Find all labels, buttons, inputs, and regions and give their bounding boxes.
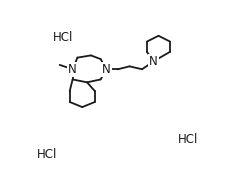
Text: HCl: HCl <box>53 31 74 44</box>
Text: N: N <box>149 55 158 68</box>
Text: N: N <box>102 63 111 76</box>
Text: HCl: HCl <box>37 148 57 161</box>
Text: N: N <box>68 63 77 76</box>
Text: HCl: HCl <box>178 133 198 146</box>
